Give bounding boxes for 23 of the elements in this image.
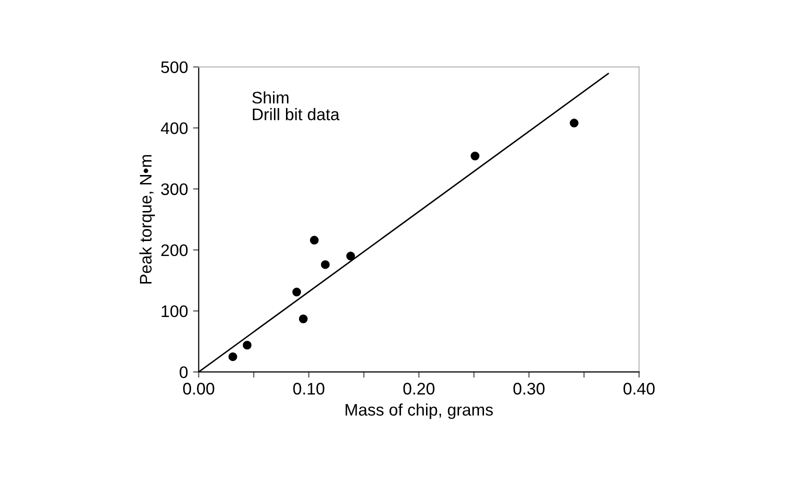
x-tick-label: 0.30 xyxy=(513,382,545,395)
annotation: Shim Drill bit data xyxy=(252,91,340,120)
x-tick-label: 0.40 xyxy=(624,382,655,395)
x-tick-label: 0.10 xyxy=(293,382,324,395)
point xyxy=(242,340,252,350)
x-tick-label: 0.20 xyxy=(403,382,434,395)
y-axis-title: Peak torque, N•m xyxy=(139,155,155,284)
point xyxy=(570,118,578,128)
y-tick-label: 100 xyxy=(162,305,188,318)
point xyxy=(292,288,302,296)
x-tick-label: 0.00 xyxy=(183,382,214,395)
point xyxy=(298,314,308,324)
y-tick-label: 300 xyxy=(161,183,188,196)
y-tick-label: 0 xyxy=(180,366,188,378)
point xyxy=(320,260,330,269)
point xyxy=(346,252,355,260)
x-axis-title: Mass of chip, grams xyxy=(346,403,493,419)
point xyxy=(228,352,238,362)
y-tick-label: 400 xyxy=(160,122,188,134)
point xyxy=(470,152,480,160)
y-tick-label: 500 xyxy=(161,61,188,74)
point xyxy=(310,236,319,245)
y-tick-label: 200 xyxy=(161,244,188,256)
